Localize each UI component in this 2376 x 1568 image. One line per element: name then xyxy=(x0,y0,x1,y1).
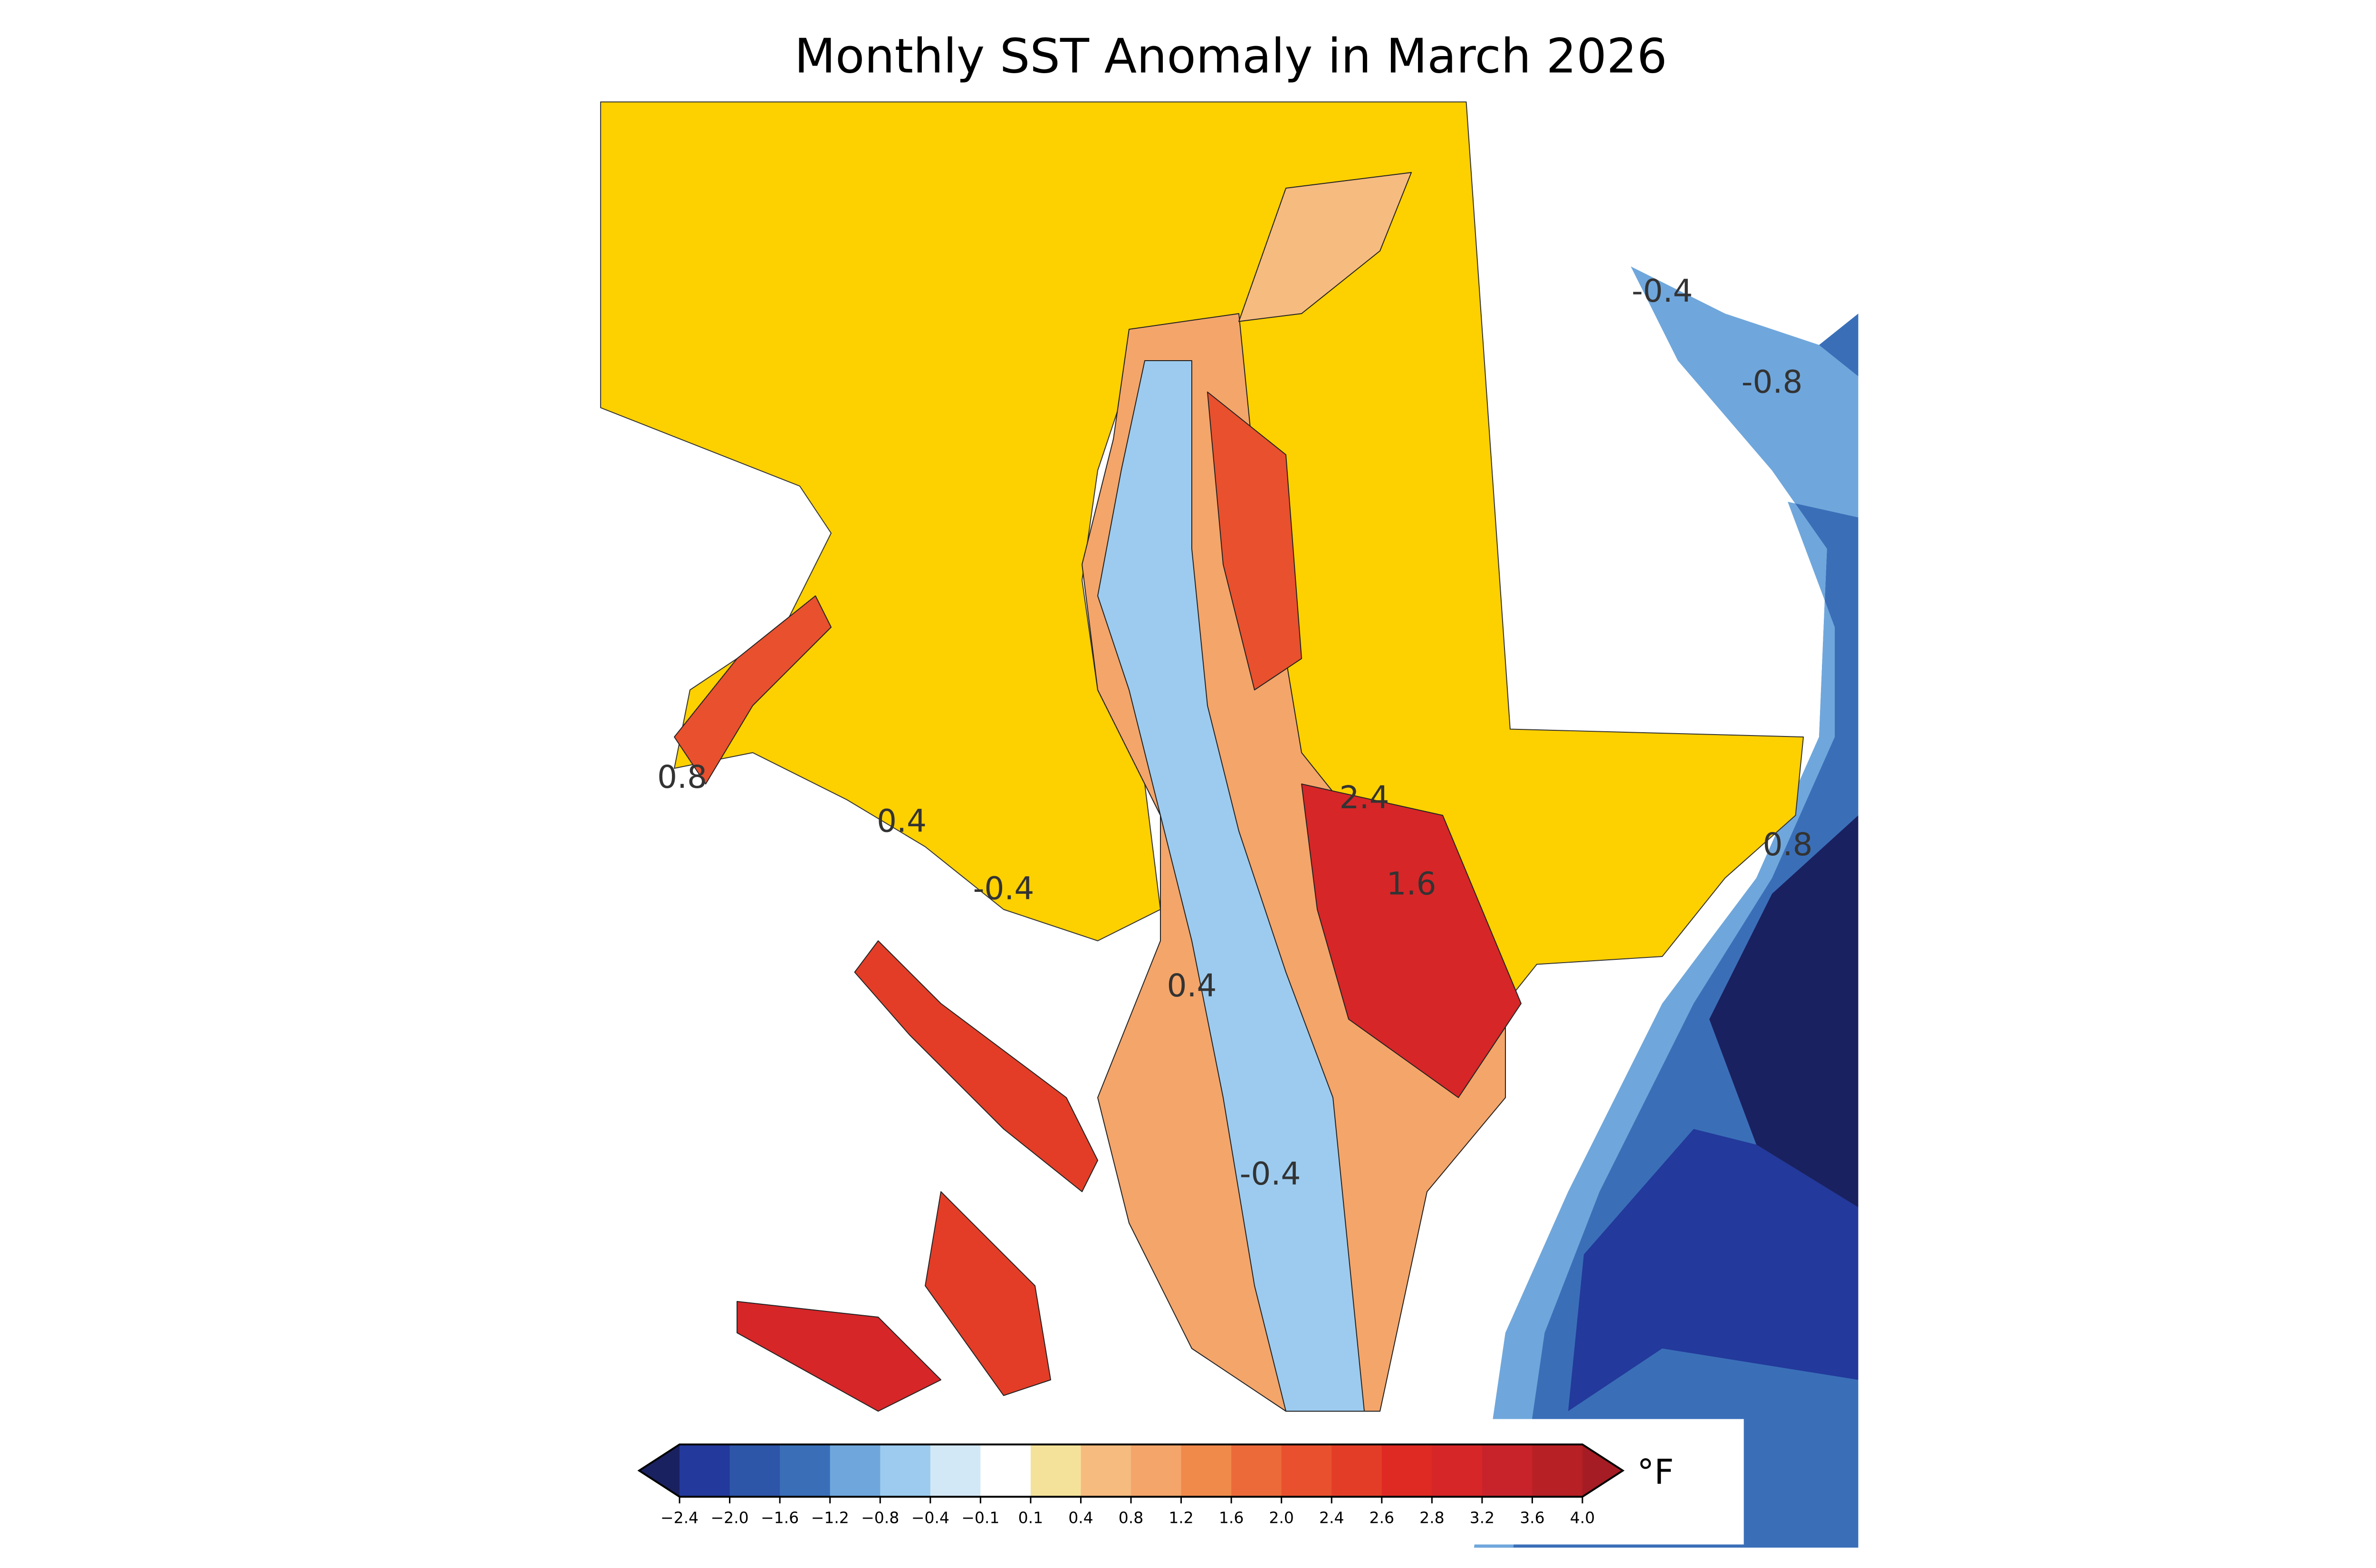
colorbar-tick-label: 0.8 xyxy=(1119,1509,1143,1527)
contour-label: -0.8 xyxy=(1742,364,1803,401)
colorbar-tick-label: 3.6 xyxy=(1520,1509,1544,1527)
colorbar-bin xyxy=(1181,1444,1232,1497)
colorbar-tick-label: 0.4 xyxy=(1068,1509,1093,1527)
colorbar-bin xyxy=(1131,1444,1182,1497)
colorbar-tick-label: 2.4 xyxy=(1319,1509,1344,1527)
river-rappahannock xyxy=(925,1191,1051,1396)
colorbar-tick-label: 1.6 xyxy=(1219,1509,1244,1527)
colorbar-bin xyxy=(1532,1444,1583,1497)
colorbar-tick-label: 1.2 xyxy=(1169,1509,1193,1527)
river-james xyxy=(737,1301,941,1412)
colorbar-tick-label: 2.0 xyxy=(1269,1509,1293,1527)
colorbar-bin xyxy=(830,1444,881,1497)
delaware-river xyxy=(1238,172,1412,322)
colorbar-bin xyxy=(1482,1444,1533,1497)
colorbar-bin xyxy=(1081,1444,1131,1497)
contour-labels: 0.8 0.4 -0.4 -0.4 -0.8 2.4 1.6 0.4 -0.4 0.8 xyxy=(657,273,1812,1192)
contour-label: -0.4 xyxy=(973,870,1035,907)
colorbar-bin xyxy=(1231,1444,1282,1497)
contour-label: -0.4 xyxy=(1632,273,1693,309)
colorbar-bin xyxy=(780,1444,831,1497)
colorbar-unit: °F xyxy=(1637,1452,1674,1492)
ocean-deep xyxy=(1568,1129,1859,1411)
colorbar-tick-label: −2.0 xyxy=(710,1509,748,1527)
colorbar-tick-label: −2.4 xyxy=(661,1509,699,1527)
map-title: Monthly SST Anomaly in March 2026 xyxy=(795,28,1667,84)
contour-label: 0.8 xyxy=(657,759,707,795)
colorbar-bin xyxy=(1281,1444,1332,1497)
colorbar-bin xyxy=(680,1444,730,1497)
colorbar-over xyxy=(1582,1444,1623,1497)
ocean-cold-core xyxy=(1709,815,1859,1207)
bay-warm-core xyxy=(1301,784,1522,1098)
colorbar-bin xyxy=(1030,1444,1081,1497)
map xyxy=(600,101,1859,1548)
contour-label: 1.6 xyxy=(1387,866,1437,902)
colorbar-tick-label: −0.8 xyxy=(861,1509,899,1527)
contour-label: 0.4 xyxy=(877,803,927,840)
colorbar-bin xyxy=(980,1444,1031,1497)
contour-label: 2.4 xyxy=(1340,779,1389,816)
colorbar-under xyxy=(639,1444,680,1497)
colorbar-bin xyxy=(1332,1444,1382,1497)
colorbar-tick-label: 0.1 xyxy=(1018,1509,1043,1527)
colorbar-tick-label: −0.4 xyxy=(911,1509,949,1527)
river-upper xyxy=(674,595,832,784)
bay-cool-channel xyxy=(1097,360,1365,1412)
contour-label: 0.4 xyxy=(1167,967,1217,1004)
colorbar-tick-label: 3.2 xyxy=(1470,1509,1495,1527)
colorbar: −2.4 −2.0 −1.6 −1.2 −0.8 −0.4 −0.1 0.1 0.4 0.8 1.2… xyxy=(637,1444,1674,1527)
ocean-nearshore xyxy=(1474,267,1859,1548)
colorbar-tick-label: 4.0 xyxy=(1570,1509,1595,1527)
colorbar-bin xyxy=(930,1444,981,1497)
colorbar-bin xyxy=(729,1444,780,1497)
colorbar-bin xyxy=(1381,1444,1432,1497)
bay-warm-upper xyxy=(1207,392,1302,690)
colorbar-bin xyxy=(880,1444,931,1497)
colorbar-bin xyxy=(1432,1444,1483,1497)
colorbar-tick-label: −1.2 xyxy=(811,1509,849,1527)
river-potomac xyxy=(854,940,1098,1192)
contour-label: 0.8 xyxy=(1763,826,1813,863)
colorbar-tick-label: 2.6 xyxy=(1370,1509,1394,1527)
colorbar-tick-label: −1.6 xyxy=(761,1509,799,1527)
colorbar-tick-label: 2.8 xyxy=(1419,1509,1444,1527)
contour-label: -0.4 xyxy=(1240,1156,1301,1192)
colorbar-tick-label: −0.1 xyxy=(961,1509,999,1527)
